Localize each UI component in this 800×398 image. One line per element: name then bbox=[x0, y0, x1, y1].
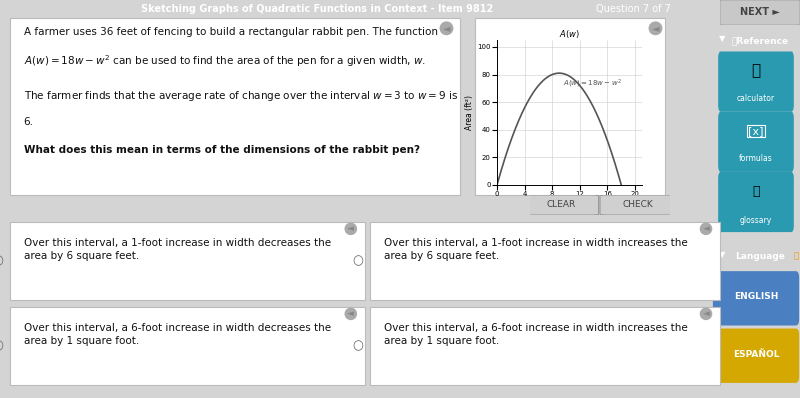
FancyBboxPatch shape bbox=[600, 195, 675, 215]
Text: ◄: ◄ bbox=[442, 23, 450, 33]
Text: ⓘ: ⓘ bbox=[793, 252, 798, 261]
Text: Sketching Graphs of Quadratic Functions in Context - Item 9812: Sketching Graphs of Quadratic Functions … bbox=[141, 4, 493, 14]
FancyBboxPatch shape bbox=[713, 328, 799, 383]
FancyBboxPatch shape bbox=[370, 307, 720, 385]
FancyBboxPatch shape bbox=[370, 222, 720, 300]
Text: ○: ○ bbox=[352, 339, 363, 353]
Text: ◄: ◄ bbox=[702, 309, 710, 318]
Text: $A(w) = 18w - w^2$: $A(w) = 18w - w^2$ bbox=[562, 77, 622, 90]
Text: [x]: [x] bbox=[748, 126, 764, 136]
Text: Over this interval, a 1-foot increase in width increases the
area by 6 square fe: Over this interval, a 1-foot increase in… bbox=[384, 238, 688, 261]
Text: What does this mean in terms of the dimensions of the rabbit pen?: What does this mean in terms of the dime… bbox=[23, 145, 419, 156]
FancyBboxPatch shape bbox=[718, 51, 794, 112]
Text: ○: ○ bbox=[352, 254, 363, 267]
FancyBboxPatch shape bbox=[718, 112, 794, 172]
Text: $A(w) = 18w - w^2$ can be used to find the area of the pen for a given width, $w: $A(w) = 18w - w^2$ can be used to find t… bbox=[23, 53, 426, 69]
Text: Question 7 of 7: Question 7 of 7 bbox=[596, 4, 671, 14]
Text: CHECK: CHECK bbox=[622, 200, 653, 209]
FancyBboxPatch shape bbox=[720, 0, 800, 25]
Text: NEXT ►: NEXT ► bbox=[740, 7, 780, 17]
Text: CLEAR: CLEAR bbox=[546, 200, 575, 209]
Text: Language: Language bbox=[735, 252, 786, 261]
FancyBboxPatch shape bbox=[523, 195, 598, 215]
Text: ◄: ◄ bbox=[652, 23, 659, 33]
Text: Over this interval, a 6-foot increase in width increases the
area by 1 square fo: Over this interval, a 6-foot increase in… bbox=[384, 323, 688, 346]
Text: ◄: ◄ bbox=[702, 224, 710, 233]
Text: 6.: 6. bbox=[23, 117, 34, 127]
Text: 📋: 📋 bbox=[752, 185, 760, 198]
Text: ▼: ▼ bbox=[719, 34, 726, 43]
Text: ◄: ◄ bbox=[347, 309, 354, 318]
Text: 🖩: 🖩 bbox=[751, 63, 761, 78]
Text: Over this interval, a 1-foot increase in width decreases the
area by 6 square fe: Over this interval, a 1-foot increase in… bbox=[24, 238, 331, 261]
Text: A farmer uses 36 feet of fencing to build a rectangular rabbit pen. The function: A farmer uses 36 feet of fencing to buil… bbox=[23, 27, 438, 37]
Text: The farmer finds that the average rate of change over the interval $w = 3$ to $w: The farmer finds that the average rate o… bbox=[23, 89, 458, 103]
Title: $A(w)$: $A(w)$ bbox=[559, 28, 580, 40]
FancyBboxPatch shape bbox=[10, 222, 365, 300]
FancyBboxPatch shape bbox=[713, 271, 799, 326]
Y-axis label: Area (ft²): Area (ft²) bbox=[466, 95, 474, 130]
Text: calculator: calculator bbox=[737, 94, 775, 103]
X-axis label: Width (ft): Width (ft) bbox=[551, 200, 588, 209]
FancyBboxPatch shape bbox=[10, 18, 460, 195]
Text: Over this interval, a 6-foot increase in width decreases the
area by 1 square fo: Over this interval, a 6-foot increase in… bbox=[24, 323, 331, 346]
FancyBboxPatch shape bbox=[10, 307, 365, 385]
Text: ENGLISH: ENGLISH bbox=[734, 292, 778, 301]
Text: ○: ○ bbox=[0, 254, 3, 267]
FancyBboxPatch shape bbox=[718, 172, 794, 232]
Text: ◄: ◄ bbox=[347, 224, 354, 233]
Text: glossary: glossary bbox=[740, 216, 772, 224]
Text: ESPAÑOL: ESPAÑOL bbox=[733, 350, 779, 359]
FancyBboxPatch shape bbox=[475, 18, 665, 195]
Text: formulas: formulas bbox=[739, 154, 773, 163]
Text: ▼: ▼ bbox=[719, 250, 726, 259]
Text: 📖Reference: 📖Reference bbox=[732, 37, 789, 45]
Text: ○: ○ bbox=[0, 339, 3, 353]
